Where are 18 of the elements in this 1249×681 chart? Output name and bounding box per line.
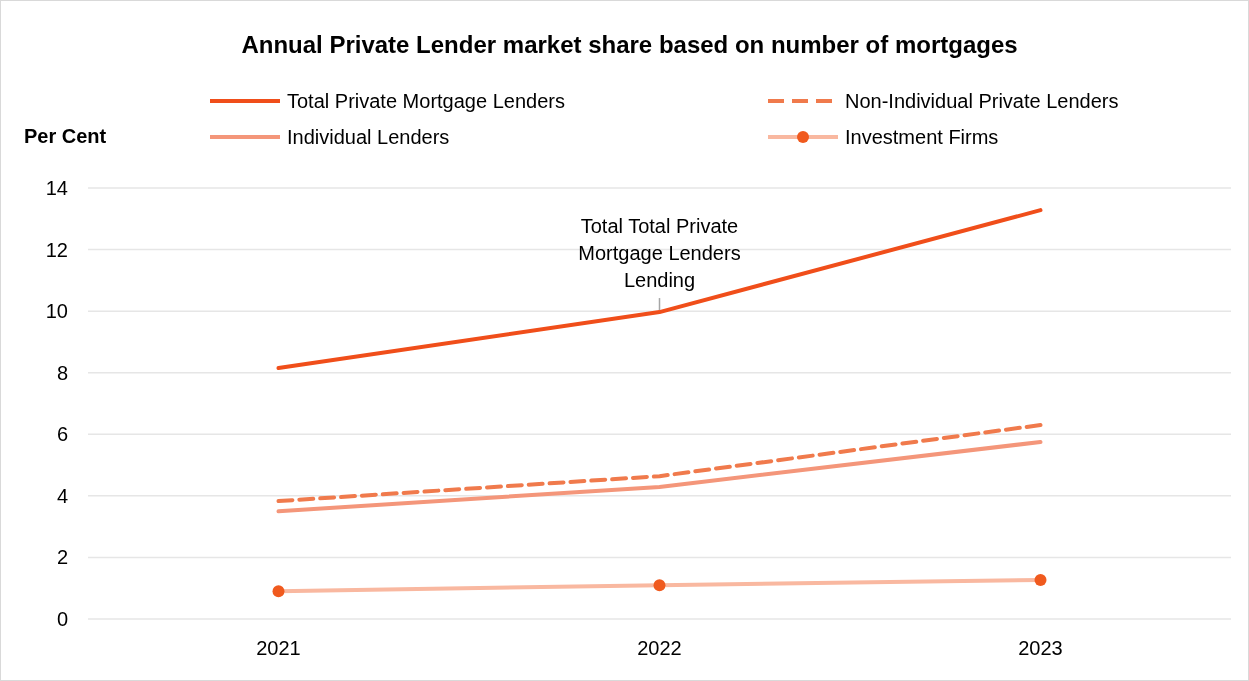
x-tick-label: 2022 (637, 637, 682, 659)
chart-title: Annual Private Lender market share based on number of mortgages (241, 31, 1018, 58)
legend-label: Non-Individual Private Lenders (845, 90, 1119, 112)
x-tick-label: 2021 (256, 637, 301, 659)
x-tick-label: 2023 (1018, 637, 1063, 659)
y-tick-label: 14 (45, 177, 68, 199)
annotation: Total Total Private Mortgage Lenders Lending (578, 215, 741, 292)
y-tick-label: 8 (56, 361, 68, 384)
y-axis-title: Per Cent (24, 125, 107, 147)
legend-label: Individual Lenders (287, 126, 450, 148)
y-tick-label: 2 (56, 546, 68, 569)
y-tick-label: 6 (56, 423, 68, 446)
legend-label: Total Private Mortgage Lenders (287, 90, 565, 112)
y-tick-label: 12 (45, 238, 68, 261)
y-tick-label: 0 (56, 608, 68, 630)
y-tick-label: 10 (45, 300, 68, 323)
y-tick-label: 4 (56, 484, 68, 507)
legend-label: Investment Firms (845, 126, 999, 148)
